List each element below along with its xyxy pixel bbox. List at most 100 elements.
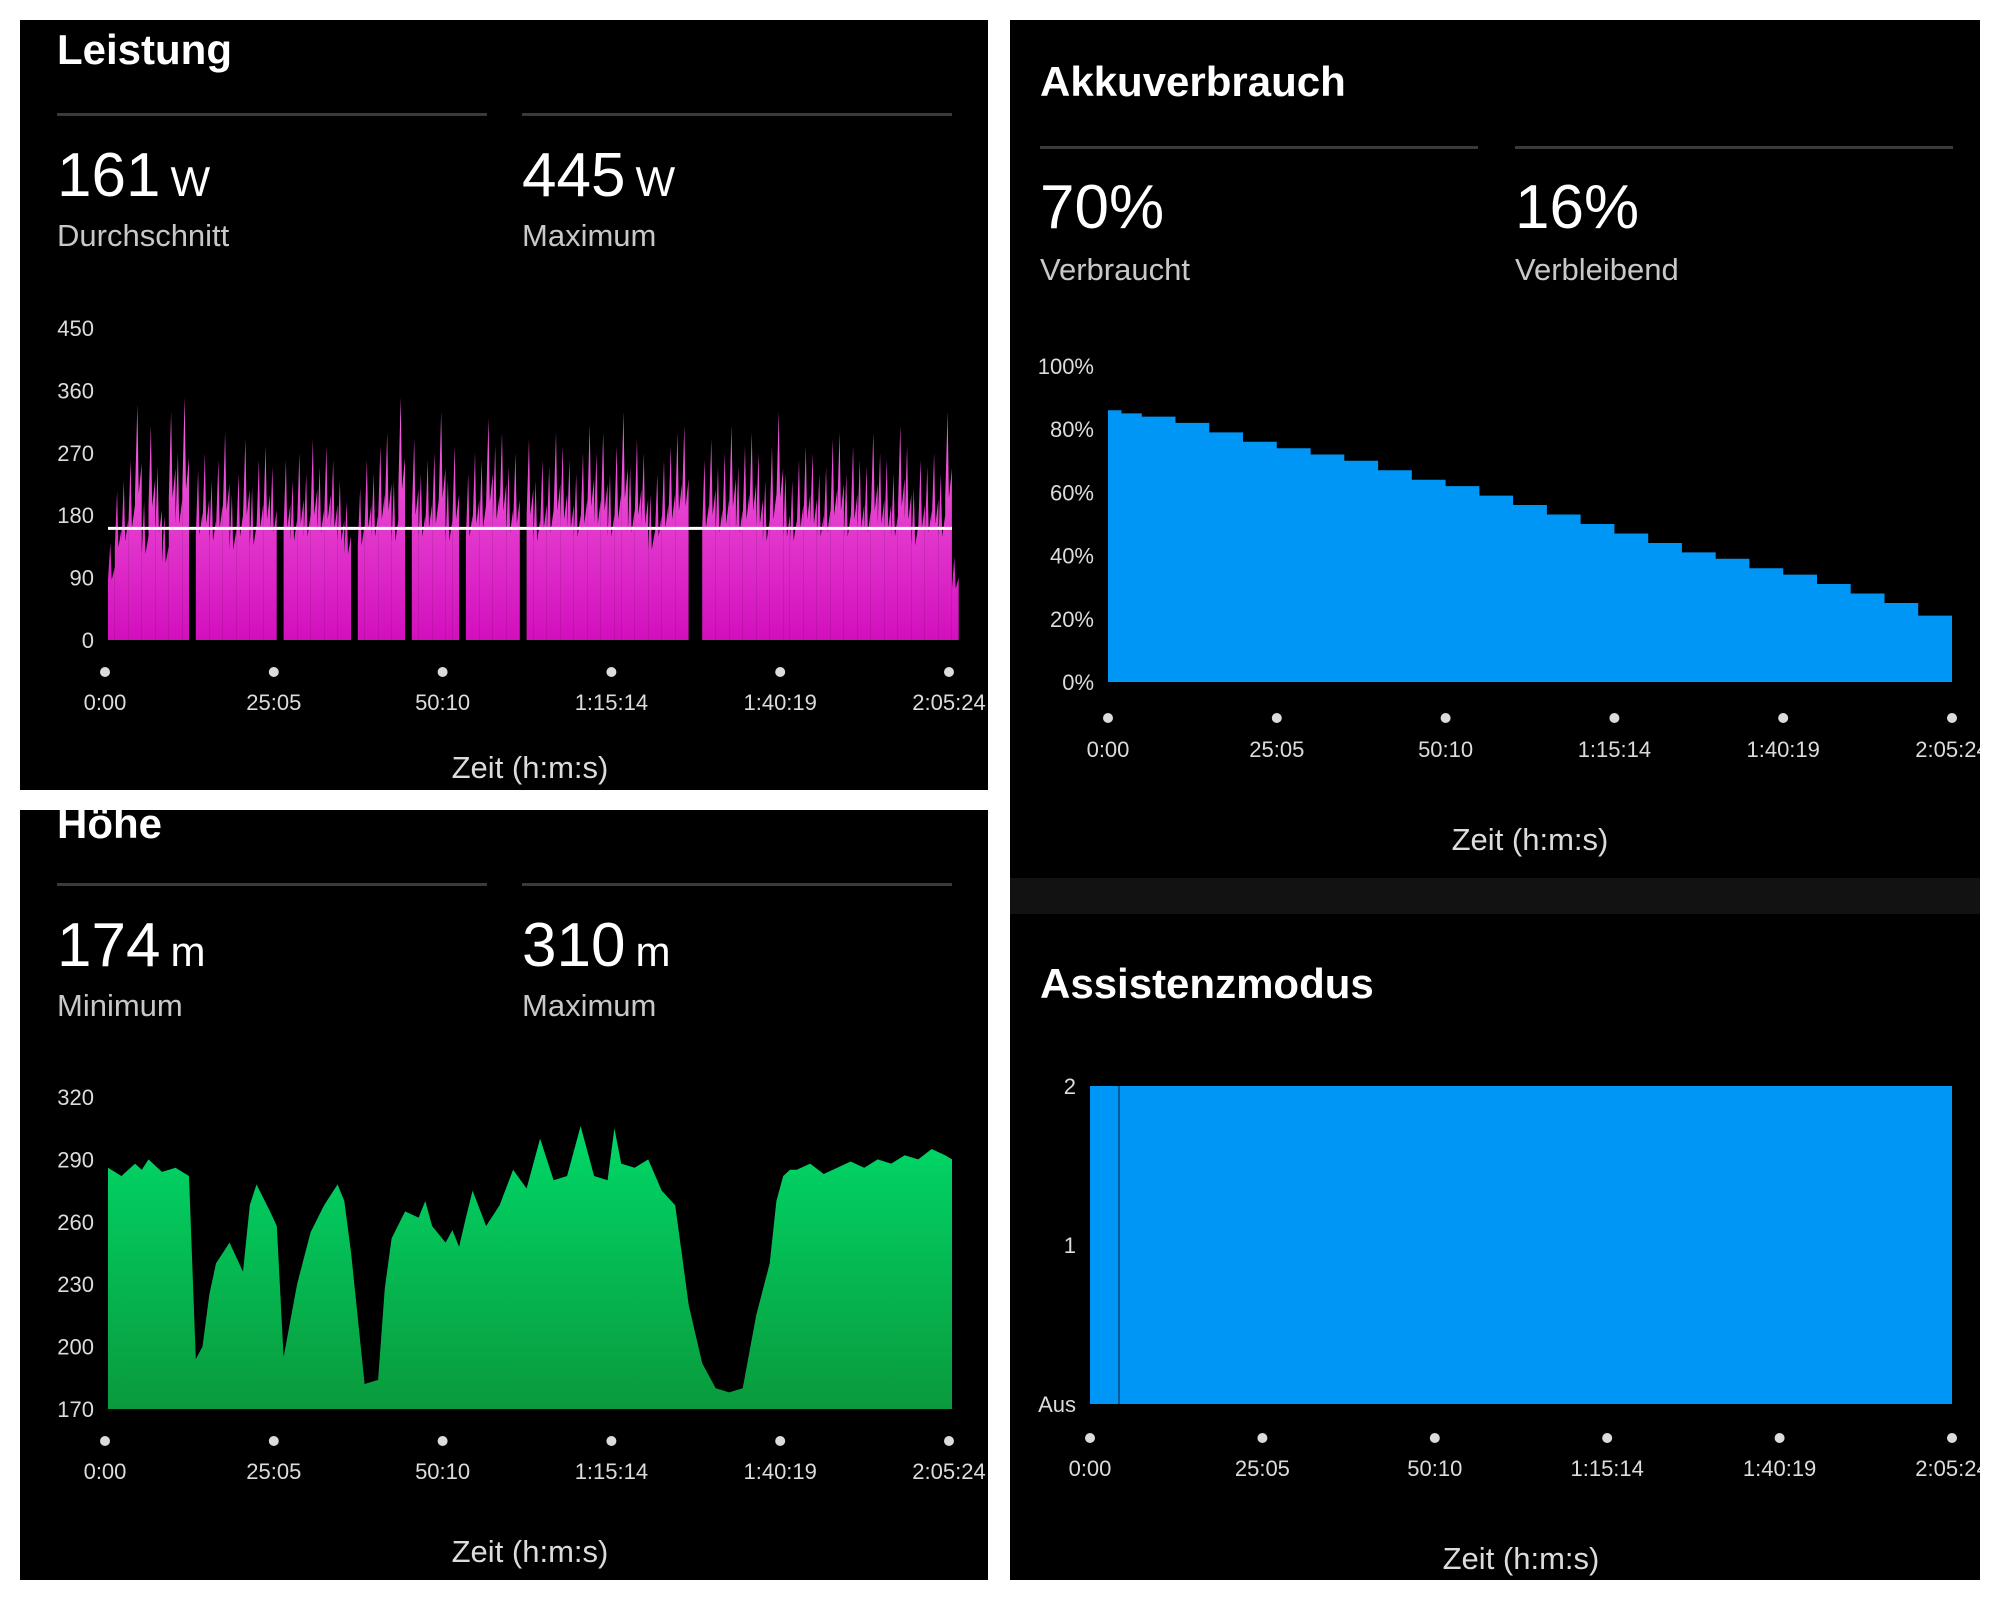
- y-tick-label: 170: [57, 1397, 94, 1422]
- x-tick-dot: [1778, 713, 1789, 723]
- y-tick-label: 0%: [1062, 670, 1094, 695]
- assist-area-series: [1090, 1086, 1952, 1404]
- x-axis-label: Zeit (h:m:s): [1443, 1541, 1600, 1576]
- x-tick-dot: [437, 1436, 448, 1446]
- x-tick-label: 1:15:14: [575, 1459, 648, 1484]
- x-tick-label: 50:10: [415, 1459, 470, 1484]
- assist-chart: Aus 1 2 0:00 25:05 50:10 1:15:14 1:40:19 2:05:24…: [1038, 1074, 1980, 1576]
- x-tick-label: 25:05: [246, 690, 301, 715]
- battery-chart: 0% 20% 40% 60% 80% 100% 0:00 25:05 50:10 1:15:14 1…: [1038, 354, 1980, 857]
- x-axis-label: Zeit (h:m:s): [452, 1534, 609, 1569]
- x-tick-label: 1:40:19: [743, 1459, 816, 1484]
- x-tick-label: 0:00: [84, 1459, 127, 1484]
- x-axis-label: Zeit (h:m:s): [452, 750, 609, 785]
- y-tick-label: 40%: [1050, 544, 1094, 569]
- elevation-panel: Höhe 174 m Minimum 310 m Maximum 170 200 230…: [20, 810, 988, 1580]
- x-tick-dot: [1257, 1433, 1268, 1443]
- x-tick-dot: [1947, 713, 1957, 723]
- x-tick-label: 50:10: [1407, 1456, 1462, 1481]
- elevation-max-label: Maximum: [522, 988, 657, 1023]
- battery-panel: Akkuverbrauch 70% Verbraucht 16% Verblei…: [1010, 20, 1980, 878]
- x-tick-label: 1:40:19: [743, 690, 816, 715]
- x-tick-label: 25:05: [1235, 1456, 1290, 1481]
- x-tick-dot: [606, 1436, 617, 1446]
- x-tick-label: 25:05: [1249, 737, 1304, 762]
- y-tick-label: 270: [57, 441, 94, 466]
- x-tick-label: 1:40:19: [1746, 737, 1819, 762]
- divider-line: [57, 883, 487, 886]
- y-tick-label: 320: [57, 1085, 94, 1110]
- y-tick-label: 1: [1064, 1233, 1076, 1258]
- assist-title: Assistenzmodus: [1040, 960, 1374, 1007]
- divider-line: [57, 113, 487, 116]
- y-tick-label: 80%: [1050, 417, 1094, 442]
- y-tick-label: 90: [70, 566, 94, 591]
- x-tick-dot: [268, 1436, 279, 1446]
- y-tick-label: 180: [57, 503, 94, 528]
- battery-used-value: 70%: [1040, 173, 1165, 242]
- x-tick-dot: [100, 667, 110, 677]
- power-average-value: 161 W: [57, 141, 211, 210]
- section-divider: [1010, 878, 1980, 914]
- x-tick-dot: [1947, 1433, 1957, 1443]
- power-panel: Leistung 161 W Durchschnitt 445 W Maximum …: [20, 20, 988, 790]
- x-tick-label: 50:10: [1418, 737, 1473, 762]
- x-tick-dot: [606, 667, 617, 677]
- x-tick-dot: [944, 1436, 954, 1446]
- elevation-max-value: 310 m: [522, 911, 671, 980]
- x-tick-dot: [1602, 1433, 1613, 1443]
- x-tick-label: 1:15:14: [1570, 1456, 1643, 1481]
- x-tick-dot: [1440, 713, 1451, 723]
- y-tick-label: Aus: [1038, 1392, 1076, 1417]
- y-tick-label: 360: [57, 378, 94, 403]
- x-tick-label: 0:00: [1087, 737, 1130, 762]
- assist-panel: Assistenzmodus Aus 1 2 0:00 25:05 50:10 1:15:1…: [1010, 914, 1980, 1580]
- x-tick-label: 1:40:19: [1743, 1456, 1816, 1481]
- x-tick-label: 1:15:14: [575, 690, 648, 715]
- x-tick-label: 0:00: [84, 690, 127, 715]
- battery-remaining-label: Verbleibend: [1515, 252, 1679, 287]
- x-tick-dot: [1609, 713, 1620, 723]
- y-tick-label: 100%: [1038, 354, 1094, 379]
- y-tick-label: 450: [57, 316, 94, 341]
- x-tick-dot: [775, 1436, 786, 1446]
- x-tick-label: 25:05: [246, 1459, 301, 1484]
- x-tick-label: 1:15:14: [1578, 737, 1651, 762]
- y-tick-label: 20%: [1050, 607, 1094, 632]
- divider-line: [522, 883, 952, 886]
- x-tick-dot: [1271, 713, 1282, 723]
- x-tick-label: 2:05:24: [912, 690, 985, 715]
- x-tick-label: 2:05:24: [1915, 1456, 1980, 1481]
- y-tick-label: 200: [57, 1335, 94, 1360]
- y-tick-label: 230: [57, 1272, 94, 1297]
- x-tick-dot: [268, 667, 279, 677]
- x-tick-label: 2:05:24: [912, 1459, 985, 1484]
- battery-used-label: Verbraucht: [1040, 252, 1190, 287]
- y-tick-label: 290: [57, 1147, 94, 1172]
- divider-line: [522, 113, 952, 116]
- elevation-min-label: Minimum: [57, 988, 183, 1023]
- x-tick-dot: [1103, 713, 1113, 723]
- power-area-series: [108, 397, 959, 640]
- divider-line: [1515, 146, 1953, 149]
- x-tick-label: 0:00: [1069, 1456, 1112, 1481]
- power-max-label: Maximum: [522, 218, 657, 253]
- x-tick-dot: [1774, 1433, 1785, 1443]
- y-tick-label: 60%: [1050, 480, 1094, 505]
- power-max-value: 445 W: [522, 141, 676, 210]
- x-tick-dot: [775, 667, 786, 677]
- battery-area-series: [1108, 410, 1952, 682]
- x-tick-dot: [1085, 1433, 1095, 1443]
- x-axis-label: Zeit (h:m:s): [1452, 822, 1609, 857]
- elevation-chart: 170 200 230 260 290 320 0:00 25:05 50:10 1:15:14 1…: [57, 1085, 985, 1569]
- x-tick-dot: [944, 667, 954, 677]
- elevation-area-series: [108, 1126, 952, 1409]
- elevation-min-value: 174 m: [57, 911, 206, 980]
- y-tick-label: 2: [1064, 1074, 1076, 1099]
- x-tick-label: 50:10: [415, 690, 470, 715]
- power-average-label: Durchschnitt: [57, 218, 230, 253]
- power-title: Leistung: [57, 26, 232, 73]
- divider-line: [1040, 146, 1478, 149]
- x-tick-dot: [437, 667, 448, 677]
- y-tick-label: 260: [57, 1210, 94, 1235]
